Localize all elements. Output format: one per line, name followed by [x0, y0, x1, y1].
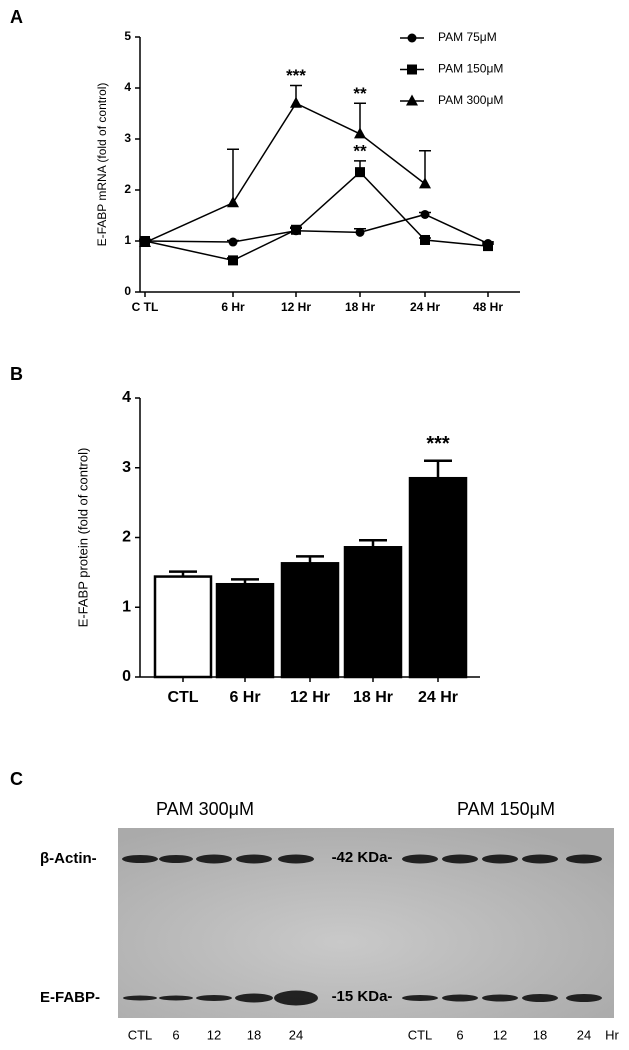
- size-label: -42 KDa-: [332, 849, 393, 866]
- lane-label: 6: [456, 1027, 463, 1042]
- legend-label: PAM 300μM: [438, 93, 503, 107]
- x-tick-label: 24 Hr: [410, 300, 440, 314]
- lane-label: 18: [533, 1027, 547, 1042]
- y-tick-label: 3: [122, 459, 131, 476]
- error-bar: [227, 148, 239, 203]
- series-line: [144, 102, 426, 244]
- bar: [280, 562, 340, 679]
- y-tick-label: 1: [122, 598, 131, 615]
- marker: [228, 237, 238, 247]
- band: [482, 994, 518, 1002]
- series-line: [144, 171, 489, 262]
- y-tick-label: 1: [124, 233, 131, 247]
- band: [196, 854, 232, 864]
- y-tick-label: 0: [124, 284, 131, 298]
- x-tick-label: 18 Hr: [345, 300, 375, 314]
- marker: [406, 94, 418, 106]
- panel-label: B: [10, 364, 23, 384]
- band: [122, 855, 158, 863]
- x-tick-label: C TL: [132, 300, 159, 314]
- x-tick-label: 48 Hr: [473, 300, 503, 314]
- y-axis-label: E-FABP mRNA (fold of control): [95, 83, 109, 247]
- bar: [153, 575, 213, 679]
- y-tick-label: 0: [122, 668, 131, 685]
- x-tick-label: CTL: [167, 689, 198, 706]
- y-tick-label: 4: [124, 80, 131, 94]
- band: [442, 854, 478, 864]
- lane-label: CTL: [128, 1027, 153, 1042]
- marker: [355, 167, 365, 178]
- marker: [290, 96, 302, 108]
- panel-label: C: [10, 769, 23, 789]
- y-tick-label: 5: [124, 29, 131, 43]
- band: [159, 995, 193, 1001]
- band: [278, 854, 314, 864]
- band: [566, 994, 602, 1002]
- marker: [355, 227, 365, 237]
- band: [482, 854, 518, 864]
- band: [402, 995, 438, 1001]
- size-label: -15 KDa-: [332, 988, 393, 1005]
- significance: **: [353, 84, 367, 103]
- lane-label: 24: [289, 1027, 303, 1042]
- y-tick-label: 4: [122, 389, 131, 406]
- marker: [420, 209, 430, 219]
- group-title: PAM 300μM: [156, 799, 254, 819]
- x-tick-label: 6 Hr: [229, 689, 260, 706]
- row-label: β-Actin-: [40, 850, 97, 867]
- y-tick-label: 2: [124, 182, 131, 196]
- lane-label: 12: [493, 1027, 507, 1042]
- marker: [354, 127, 366, 139]
- lane-label: CTL: [408, 1027, 433, 1042]
- marker: [227, 196, 239, 208]
- error-bar: [424, 459, 452, 479]
- marker: [419, 177, 431, 189]
- band: [522, 854, 558, 864]
- marker: [228, 255, 238, 266]
- bar: [343, 546, 403, 679]
- lane-label: 12: [207, 1027, 221, 1042]
- bar: [408, 476, 468, 679]
- marker: [139, 236, 151, 248]
- band: [159, 855, 193, 863]
- x-tick-label: 18 Hr: [353, 689, 393, 706]
- group-title: PAM 150μM: [457, 799, 555, 819]
- significance: **: [353, 141, 367, 160]
- significance: ***: [286, 66, 306, 85]
- marker: [420, 234, 430, 245]
- x-tick-label: 6 Hr: [221, 300, 245, 314]
- marker: [483, 241, 493, 252]
- lane-label: 6: [172, 1027, 179, 1042]
- series-line: [144, 213, 489, 245]
- lane-label: 18: [247, 1027, 261, 1042]
- y-axis-label: E-FABP protein (fold of control): [75, 448, 90, 628]
- legend-label: PAM 150μM: [438, 62, 503, 76]
- band: [123, 995, 157, 1001]
- y-tick-label: 2: [122, 529, 131, 546]
- significance: ***: [426, 433, 450, 455]
- band: [274, 990, 318, 1006]
- band: [235, 993, 273, 1003]
- band: [566, 854, 602, 864]
- bar: [215, 582, 275, 679]
- x-tick-label: 24 Hr: [418, 689, 458, 706]
- x-tick-label: 12 Hr: [281, 300, 311, 314]
- legend-label: PAM 75μM: [438, 30, 497, 44]
- band: [196, 995, 232, 1001]
- band: [402, 854, 438, 864]
- lane-label: 24: [577, 1027, 591, 1042]
- x-tick-label: 12 Hr: [290, 689, 330, 706]
- marker: [407, 64, 417, 75]
- unit-label: Hr: [605, 1027, 619, 1042]
- band: [522, 994, 558, 1002]
- band: [442, 994, 478, 1002]
- y-tick-label: 3: [124, 131, 131, 145]
- marker: [407, 33, 417, 43]
- row-label: E-FABP-: [40, 989, 100, 1006]
- band: [236, 854, 272, 864]
- panel-label: A: [10, 7, 23, 27]
- marker: [291, 224, 301, 235]
